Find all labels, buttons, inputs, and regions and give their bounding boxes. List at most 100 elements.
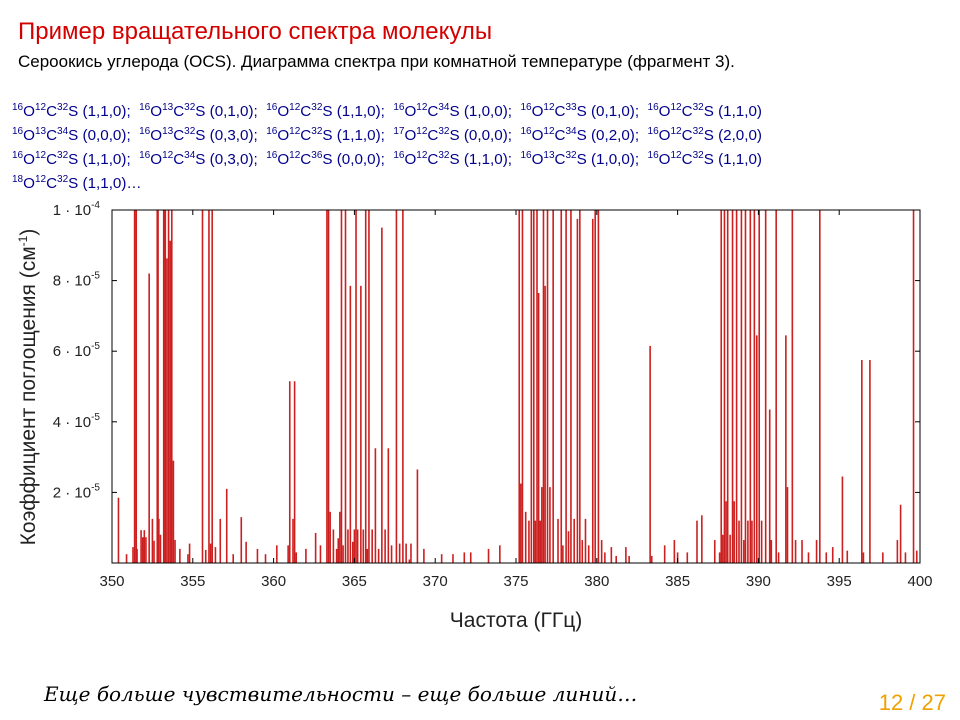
y-tick-label: 4 · 10-5 [53, 412, 101, 431]
y-tick-label: 8 · 10-5 [53, 271, 101, 290]
carbon-mass: 12 [289, 126, 301, 137]
vibrational-state: (1,0,0) [590, 151, 635, 168]
vibrational-state: (0,1,0) [209, 103, 254, 120]
sulfur-mass: 32 [438, 126, 450, 137]
y-tick-mantissa: 8 · 10 [53, 273, 91, 290]
sulfur-mass: 32 [57, 174, 69, 185]
sulfur-mass: 36 [311, 150, 323, 161]
plot-frame [111, 209, 921, 564]
isotopologue-entry: 18O12C32S (1,1,0)… [12, 174, 142, 193]
y-tick-label: 6 · 10-5 [53, 341, 101, 360]
sulfur-mass: 34 [184, 150, 196, 161]
carbon-mass: 12 [416, 126, 428, 137]
vibrational-state: (0,0,0) [336, 151, 381, 168]
isotopologue-entry: 16O13C32S (0,3,0); [139, 126, 267, 145]
footer-note: Еще больше чувствительности – еще больше… [44, 682, 638, 706]
sulfur-mass: 32 [692, 102, 704, 113]
oxygen-mass: 16 [393, 102, 405, 113]
isotopologue-entry: 16O13C32S (0,1,0); [139, 102, 267, 121]
isotopologue-entry: 17O12C32S (0,0,0); [393, 126, 521, 145]
carbon-mass: 12 [289, 150, 301, 161]
sulfur-mass: 32 [57, 102, 69, 113]
carbon-mass: 13 [162, 126, 174, 137]
x-tick-label: 395 [827, 573, 852, 590]
sulfur-mass: 32 [57, 150, 69, 161]
carbon-mass: 13 [162, 102, 174, 113]
x-tick-label: 375 [503, 573, 528, 590]
oxygen-mass: 17 [393, 126, 405, 137]
y-axis-label: Коэффициент поглощения (см-1) [16, 229, 40, 546]
vibrational-state: (1,1,0) [336, 127, 381, 144]
carbon-mass: 12 [34, 174, 47, 185]
y-tick-exponent: -5 [91, 341, 100, 352]
oxygen-mass: 16 [139, 126, 151, 137]
isotopologue-entry: 16O12C32S (1,1,0); [393, 150, 521, 169]
isotopologue-entry: 16O12C32S (2,0,0) [647, 126, 762, 145]
carbon-mass: 13 [543, 150, 555, 161]
vibrational-state: (0,3,0) [209, 151, 254, 168]
sulfur-mass: 32 [184, 102, 196, 113]
carbon-mass: 12 [543, 126, 555, 137]
y-tick-mantissa: 6 · 10 [53, 343, 91, 360]
spectrum-lines [117, 210, 918, 563]
vibrational-state: (0,2,0) [590, 127, 635, 144]
isotopologue-entry: 16O12C33S (0,1,0); [520, 102, 648, 121]
carbon-mass: 12 [416, 102, 428, 113]
carbon-mass: 12 [670, 150, 682, 161]
carbon-mass: 12 [670, 102, 682, 113]
carbon-mass: 12 [162, 150, 174, 161]
carbon-mass: 12 [34, 150, 47, 161]
x-tick-label: 400 [907, 573, 932, 590]
isotopologue-entry: 16O13C34S (0,0,0); [12, 126, 140, 145]
isotopologue-entry: 16O12C32S (1,1,0) [647, 102, 762, 121]
y-tick-label: 1 · 10-4 [53, 200, 101, 219]
isotopologue-line: 16O12C32S (1,1,0); 16O13C32S (0,1,0); 16… [12, 100, 952, 124]
carbon-mass: 12 [34, 102, 47, 113]
oxygen-mass: 16 [647, 102, 659, 113]
sulfur-mass: 32 [311, 126, 323, 137]
vibrational-state: (2,0,0) [718, 127, 762, 144]
vibrational-state: (1,1,0) [336, 103, 381, 120]
vibrational-state: (1,1,0)… [82, 175, 142, 192]
y-tick-mantissa: 2 · 10 [53, 484, 91, 501]
sulfur-mass: 33 [565, 102, 577, 113]
isotopologue-entry: 16O12C32S (1,1,0); [266, 126, 394, 145]
isotopologue-entry: 16O12C32S (1,1,0); [12, 102, 140, 121]
isotopologue-line: 16O12C32S (1,1,0); 16O12C34S (0,3,0); 16… [12, 148, 952, 172]
sulfur-mass: 32 [692, 150, 704, 161]
isotopologue-entry: 16O12C32S (1,1,0); [266, 102, 394, 121]
vibrational-state: (1,1,0) [718, 151, 762, 168]
sulfur-mass: 32 [184, 126, 196, 137]
isotopologue-entry: 16O12C32S (1,1,0); [12, 150, 140, 169]
oxygen-mass: 18 [12, 174, 24, 185]
sulfur-mass: 34 [565, 126, 577, 137]
isotopologue-entry: 16O13C32S (1,0,0); [520, 150, 648, 169]
vibrational-state: (1,1,0) [463, 151, 508, 168]
carbon-mass: 12 [416, 150, 428, 161]
x-axis-ticks: 350 355 360 365 370 375 380 385 390 395 400 [99, 210, 933, 590]
vibrational-state: (1,1,0) [82, 151, 127, 168]
sulfur-mass: 34 [438, 102, 450, 113]
page-number: 12 / 27 [878, 690, 946, 715]
carbon-mass: 12 [543, 102, 555, 113]
isotopologue-entry: 16O12C36S (0,0,0); [266, 150, 394, 169]
oxygen-mass: 16 [393, 150, 405, 161]
oxygen-mass: 16 [12, 102, 24, 113]
spectrum-chart-svg: 350 355 360 365 370 375 380 385 390 395 400 2 · 10… [16, 200, 933, 632]
oxygen-mass: 16 [520, 150, 532, 161]
isotopologue-list: 16O12C32S (1,1,0); 16O13C32S (0,1,0); 16… [12, 100, 952, 196]
isotopologue-entry: 16O12C34S (0,2,0); [520, 126, 648, 145]
y-axis-label-close: ) [17, 229, 40, 236]
carbon-mass: 12 [289, 102, 301, 113]
y-tick-exponent: -5 [91, 412, 100, 423]
vibrational-state: (0,1,0) [590, 103, 635, 120]
oxygen-mass: 16 [266, 126, 278, 137]
isotopologue-entry: 16O12C32S (1,1,0) [647, 150, 762, 169]
sulfur-mass: 32 [565, 150, 577, 161]
sulfur-mass: 34 [57, 126, 69, 137]
x-tick-label: 385 [665, 573, 690, 590]
sulfur-mass: 32 [692, 126, 704, 137]
vibrational-state: (1,1,0) [718, 103, 762, 120]
oxygen-mass: 16 [647, 126, 659, 137]
y-tick-label: 2 · 10-5 [53, 482, 101, 501]
